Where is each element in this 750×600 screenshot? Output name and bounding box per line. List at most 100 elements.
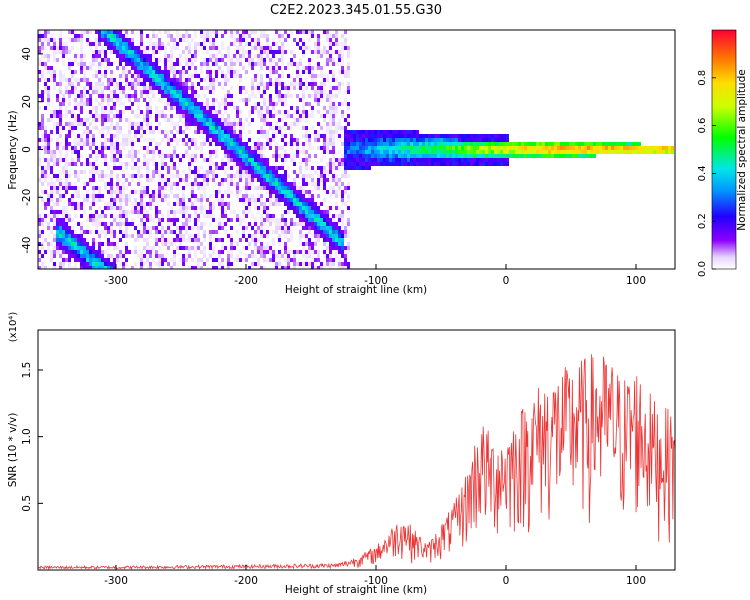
heatmap-cell <box>92 162 95 166</box>
heatmap-cell <box>419 134 422 138</box>
heatmap-cell <box>152 198 155 202</box>
heatmap-cell <box>293 254 296 258</box>
heatmap-cell <box>71 62 74 66</box>
heatmap-cell <box>341 174 344 178</box>
heatmap-cell <box>182 138 185 142</box>
heatmap-cell <box>209 30 212 34</box>
heatmap-cell <box>428 150 431 154</box>
heatmap-cell <box>248 170 251 174</box>
heatmap-cell <box>173 194 176 198</box>
heatmap-cell <box>122 254 125 258</box>
heatmap-cell <box>53 38 56 42</box>
heatmap-cell <box>230 158 233 162</box>
heatmap-cell <box>41 126 44 130</box>
snr-frame <box>37 329 676 571</box>
heatmap-cell <box>206 66 209 70</box>
heatmap-cell <box>155 194 158 198</box>
heatmap-cell <box>188 206 191 210</box>
heatmap-cell <box>77 154 80 158</box>
heatmap-cell <box>458 146 461 150</box>
heatmap-cell <box>332 34 335 38</box>
heatmap-cell <box>275 62 278 66</box>
heatmap-cell <box>263 114 266 118</box>
heatmap-cell <box>317 90 320 94</box>
heatmap-cell <box>203 186 206 190</box>
heatmap-cell <box>302 186 305 190</box>
heatmap-cell <box>134 78 137 82</box>
heatmap-cell <box>422 158 425 162</box>
heatmap-cell <box>335 166 338 170</box>
heatmap-cell <box>560 146 563 150</box>
heatmap-cell <box>125 218 128 222</box>
heatmap-cell <box>326 230 329 234</box>
heatmap-cell <box>299 86 302 90</box>
heatmap-cell <box>215 150 218 154</box>
heatmap-cell <box>497 138 500 142</box>
heatmap-cell <box>449 162 452 166</box>
heatmap-cell <box>251 254 254 258</box>
heatmap-cell <box>344 138 347 142</box>
heatmap-cell <box>173 134 176 138</box>
heatmap-cell <box>269 178 272 182</box>
heatmap-cell <box>356 130 359 134</box>
heatmap-cell <box>293 106 296 110</box>
heatmap-cell <box>224 162 227 166</box>
heatmap-cell <box>272 174 275 178</box>
heatmap-cell <box>641 146 644 150</box>
heatmap-cell <box>317 54 320 58</box>
heatmap-cell <box>248 58 251 62</box>
heatmap-cell <box>221 250 224 254</box>
heatmap-cell <box>80 94 83 98</box>
heatmap-cell <box>119 90 122 94</box>
heatmap-cell <box>650 146 653 150</box>
heatmap-cell <box>341 66 344 70</box>
heatmap-cell <box>143 58 146 62</box>
heatmap-cell <box>302 66 305 70</box>
heatmap-cell <box>197 258 200 262</box>
heatmap-cell <box>278 238 281 242</box>
heatmap-cell <box>173 254 176 258</box>
heatmap-cell <box>119 118 122 122</box>
heatmap-cell <box>614 146 617 150</box>
heatmap-cell <box>551 142 554 146</box>
heatmap-cell <box>47 118 50 122</box>
heatmap-cell <box>296 62 299 66</box>
heatmap-cell <box>257 262 260 266</box>
heatmap-cell <box>119 78 122 82</box>
heatmap-cell <box>218 250 221 254</box>
heatmap-cell <box>455 154 458 158</box>
heatmap-cell <box>134 130 137 134</box>
heatmap-cell <box>155 162 158 166</box>
heatmap-cell <box>176 198 179 202</box>
heatmap-cell <box>497 146 500 150</box>
heatmap-cell <box>347 134 350 138</box>
heatmap-cell <box>206 138 209 142</box>
heatmap-cell <box>98 30 101 34</box>
heatmap-cell <box>95 74 98 78</box>
heatmap-cell <box>239 110 242 114</box>
heatmap-cell <box>77 250 80 254</box>
heatmap-cell <box>242 98 245 102</box>
heatmap-cell <box>323 230 326 234</box>
heatmap-cell <box>260 130 263 134</box>
heatmap-cell <box>83 182 86 186</box>
heatmap-cell <box>248 242 251 246</box>
heatmap-cell <box>194 66 197 70</box>
heatmap-cell <box>611 146 614 150</box>
heatmap-cell <box>140 54 143 58</box>
heatmap-cell <box>212 86 215 90</box>
heatmap-cell <box>179 74 182 78</box>
heatmap-cell <box>455 146 458 150</box>
heatmap-cell <box>74 54 77 58</box>
heatmap-cell <box>137 190 140 194</box>
heatmap-cell <box>95 146 98 150</box>
heatmap-cell <box>41 138 44 142</box>
heatmap-cell <box>80 246 83 250</box>
heatmap-cell <box>275 70 278 74</box>
heatmap-cell <box>137 202 140 206</box>
heatmap-cell <box>314 138 317 142</box>
heatmap-cell <box>239 38 242 42</box>
heatmap-cell <box>92 134 95 138</box>
heatmap-cell <box>302 202 305 206</box>
heatmap-cell <box>152 178 155 182</box>
